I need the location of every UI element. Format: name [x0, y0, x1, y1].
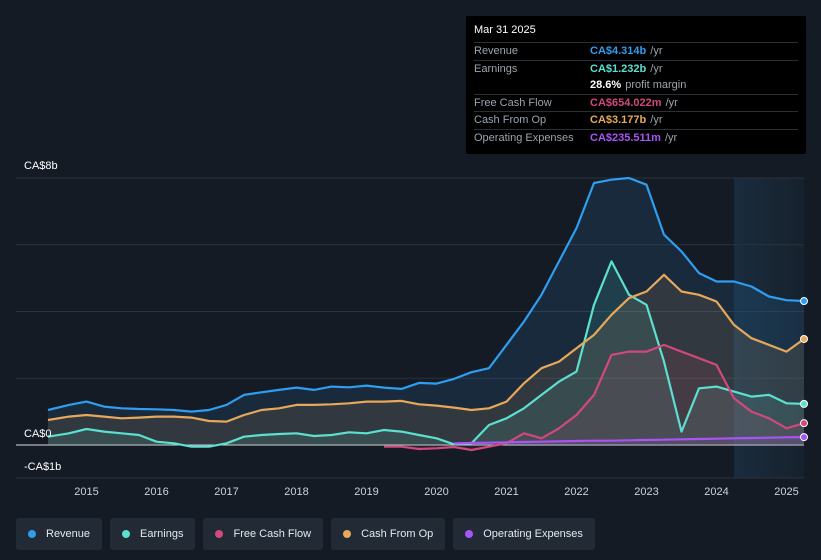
x-tick-label: 2025 [774, 486, 798, 498]
x-tick-label: 2024 [704, 486, 728, 498]
x-tick-label: 2015 [74, 486, 98, 498]
tooltip-label: Operating Expenses [474, 131, 574, 144]
cash-from-op-endpoint [800, 334, 808, 343]
tooltip-value: CA$4.314b [590, 45, 647, 58]
revenue-endpoint [800, 297, 808, 306]
legend-item-operating-expenses[interactable]: Operating Expenses [453, 518, 595, 550]
x-tick-label: 2022 [564, 486, 588, 498]
x-tick-label: 2021 [494, 486, 518, 498]
tooltip-unit: /yr [665, 96, 678, 109]
x-tick-label: 2023 [634, 486, 658, 498]
tooltip-row-operating-expenses: Operating Expenses CA$235.511m /yr [474, 128, 798, 147]
tooltip-row-cash-from-op: Cash From Op CA$3.177b /yr [474, 111, 798, 129]
legend: Revenue Earnings Free Cash Flow Cash Fro… [16, 518, 595, 550]
tooltip-unit: /yr [650, 114, 663, 127]
cash-from-op-area [48, 274, 804, 445]
tooltip-row-earnings: Earnings CA$1.232b /yr [474, 59, 798, 78]
cash-from-op-line [47, 273, 805, 423]
free-cash-flow-endpoint [800, 419, 808, 428]
legend-item-revenue[interactable]: Revenue [16, 518, 103, 550]
tooltip-panel: Mar 31 2025 Revenue CA$4.314b /yr Earnin… [466, 16, 806, 154]
legend-dot-icon [122, 530, 131, 538]
legend-item-cash-from-op[interactable]: Cash From Op [331, 518, 446, 550]
legend-item-earnings[interactable]: Earnings [110, 518, 196, 550]
tooltip-value: CA$654.022m [590, 96, 662, 109]
tooltip-value: 28.6% [590, 79, 622, 92]
legend-label: Revenue [46, 528, 91, 540]
legend-dot-icon [215, 530, 224, 538]
free-cash-flow-line [384, 343, 805, 452]
tooltip-label: Cash From Op [474, 114, 547, 127]
legend-dot-icon [343, 530, 352, 538]
x-tick-label: 2017 [214, 486, 238, 498]
x-tick-label: 2019 [354, 486, 378, 498]
tooltip-unit: /yr [650, 45, 663, 58]
tooltip-unit: profit margin [625, 79, 687, 92]
free-cash-flow-area [384, 344, 804, 450]
forecast-region [734, 178, 804, 478]
tooltip-label: Free Cash Flow [474, 96, 552, 109]
tooltip-unit: /yr [664, 131, 678, 144]
y-tick-label-zero: CA$0 [24, 428, 52, 440]
legend-item-free-cash-flow[interactable]: Free Cash Flow [203, 518, 324, 550]
tooltip-label: Revenue [474, 45, 519, 58]
y-tick-label-min: -CA$1b [24, 461, 61, 473]
legend-label: Free Cash Flow [233, 528, 312, 540]
earnings-area [48, 261, 804, 447]
y-tick-label-max: CA$8b [24, 160, 58, 172]
legend-label: Cash From Op [361, 528, 434, 540]
tooltip-label: Earnings [474, 62, 518, 75]
tooltip-row-revenue: Revenue CA$4.314b /yr [474, 42, 798, 60]
tooltip-row-profit-margin: 28.6% profit margin [474, 77, 798, 94]
revenue-line [47, 176, 805, 413]
operating-expenses-line [453, 436, 805, 445]
x-axis-ticks: 2015 2016 2017 2018 2019 2020 2021 2022 2023 2024… [74, 486, 798, 498]
legend-dot-icon [465, 530, 474, 538]
x-tick-label: 2020 [424, 486, 448, 498]
legend-dot-icon [28, 530, 36, 538]
legend-label: Operating Expenses [483, 528, 583, 540]
x-tick-label: 2018 [284, 486, 308, 498]
series-lines [47, 176, 805, 452]
earnings-line [47, 260, 805, 448]
tooltip-row-free-cash-flow: Free Cash Flow CA$654.022m /yr [474, 93, 798, 112]
tooltip-value: CA$235.511m [590, 131, 661, 144]
tooltip-value: CA$3.177b [590, 114, 647, 127]
tooltip-value: CA$1.232b [590, 62, 647, 75]
operating-expenses-endpoint [800, 433, 808, 442]
x-tick-label: 2016 [144, 486, 168, 498]
gridlines [16, 177, 804, 479]
tooltip-date: Mar 31 2025 [474, 24, 536, 36]
revenue-area [48, 178, 804, 445]
chart: CA$8b CA$0 -CA$1b 2015 2016 2017 2018 2019 20… [16, 160, 808, 498]
legend-label: Earnings [140, 528, 184, 540]
earnings-endpoint [800, 399, 808, 408]
series-endpoints [800, 297, 808, 442]
tooltip-unit: /yr [650, 62, 663, 75]
